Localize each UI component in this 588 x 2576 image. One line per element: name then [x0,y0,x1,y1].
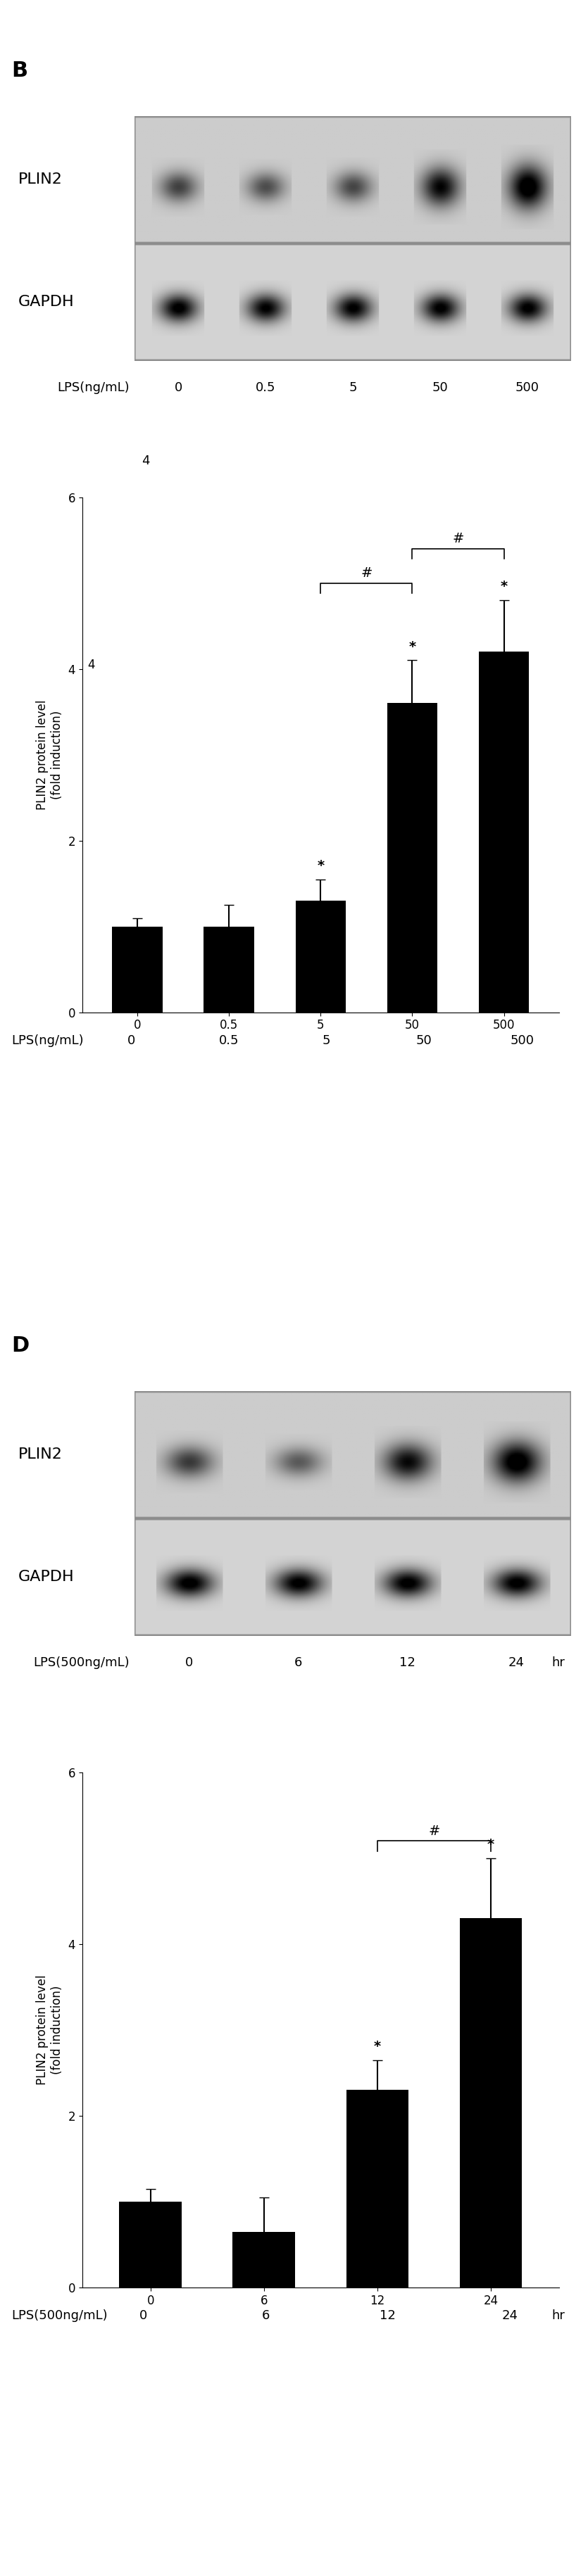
Bar [387,703,437,1012]
Text: 0.5: 0.5 [255,381,275,394]
Text: 5: 5 [349,381,356,394]
Text: 50: 50 [416,1036,432,1046]
Text: D: D [12,1337,29,1355]
Text: *: * [317,858,324,873]
Bar [295,902,346,1012]
Text: 500: 500 [515,381,539,394]
Text: 0: 0 [127,1036,135,1046]
Text: 5: 5 [322,1036,330,1046]
Text: 6: 6 [261,2311,269,2321]
Text: hr: hr [552,2311,564,2321]
Text: 500: 500 [510,1036,533,1046]
Bar [119,2202,182,2287]
Bar [233,2231,295,2287]
Text: 24: 24 [508,1656,524,1669]
Text: *: * [373,2040,380,2053]
Text: #: # [428,1824,440,1837]
Text: hr: hr [552,1656,564,1669]
Text: #: # [452,531,463,546]
Y-axis label: PLIN2 protein level
(fold induction): PLIN2 protein level (fold induction) [36,1976,63,2084]
Text: 6: 6 [294,1656,302,1669]
Text: 12: 12 [379,2311,395,2321]
Text: 4: 4 [88,659,95,670]
Text: LPS(ng/mL): LPS(ng/mL) [12,1036,84,1046]
Text: B: B [12,62,28,80]
Text: *: * [487,1837,494,1852]
Y-axis label: PLIN2 protein level
(fold induction): PLIN2 protein level (fold induction) [36,701,63,809]
Text: 0: 0 [174,381,182,394]
Text: LPS(500ng/mL): LPS(500ng/mL) [33,1656,129,1669]
Text: 0: 0 [185,1656,193,1669]
Bar [203,927,254,1012]
Text: 50: 50 [432,381,447,394]
Text: PLIN2: PLIN2 [18,173,62,185]
Text: PLIN2: PLIN2 [18,1448,62,1461]
Text: 12: 12 [399,1656,415,1669]
Text: #: # [360,567,372,580]
Text: *: * [409,639,416,654]
Bar [112,927,162,1012]
Text: LPS(ng/mL): LPS(ng/mL) [57,381,129,394]
Text: 24: 24 [501,2311,517,2321]
Text: *: * [500,580,507,592]
Text: GAPDH: GAPDH [18,1569,74,1584]
Bar [459,1919,522,2287]
Text: 4: 4 [142,456,150,466]
Text: GAPDH: GAPDH [18,294,74,309]
Text: LPS(500ng/mL): LPS(500ng/mL) [12,2311,108,2321]
Bar [346,2089,408,2287]
Bar [479,652,529,1012]
Text: 0.5: 0.5 [219,1036,239,1046]
Text: 0: 0 [139,2311,147,2321]
